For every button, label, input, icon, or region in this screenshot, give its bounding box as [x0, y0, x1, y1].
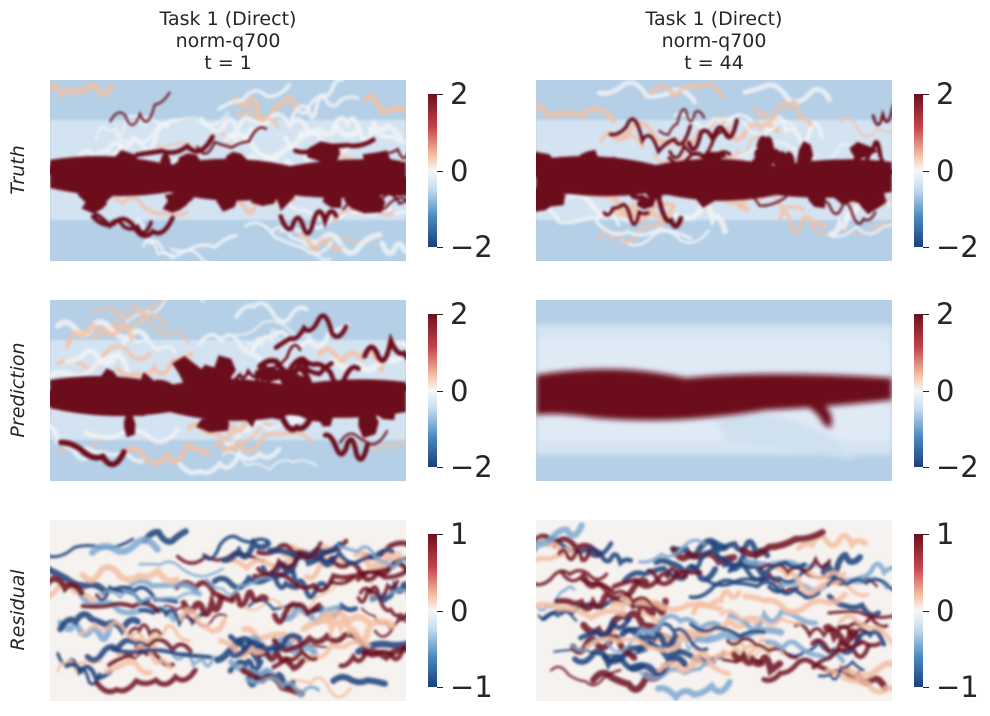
heatmap-truth-t1 — [50, 80, 406, 261]
heatmap-prediction-t1 — [50, 300, 406, 481]
colorbar — [428, 314, 437, 467]
colorbar-tick — [923, 314, 929, 315]
colorbar-tick-label: −1 — [936, 670, 979, 704]
title-line: norm-q700 — [661, 30, 767, 52]
colorbar-tick — [437, 314, 443, 315]
colorbar-tick-label: 2 — [450, 297, 469, 331]
colorbar-tick — [437, 534, 443, 535]
colorbar-tick — [923, 687, 929, 688]
colorbar-tick — [437, 610, 443, 612]
colorbar — [428, 534, 437, 687]
colorbar-tick — [437, 467, 443, 468]
colorbar-tick — [437, 170, 443, 172]
row-label-text: Prediction — [7, 342, 29, 438]
colorbar-tick-label: −1 — [450, 670, 493, 704]
colorbar — [914, 534, 923, 687]
heatmap-field — [50, 520, 406, 701]
colorbar-tick-label: −2 — [936, 230, 979, 264]
heatmap-field — [50, 300, 406, 481]
colorbar-tick — [923, 170, 929, 172]
colorbar-tick — [437, 94, 443, 95]
heatmap-prediction-t44 — [536, 300, 892, 481]
colorbar — [914, 94, 923, 247]
colorbar-tick-label: 1 — [936, 517, 955, 551]
title-line: t = 1 — [204, 52, 252, 74]
colorbar — [914, 314, 923, 467]
colorbar-tick-label: −2 — [936, 450, 979, 484]
colorbar-tick-label: 0 — [936, 593, 955, 628]
colorbar — [428, 94, 437, 247]
row-label-text: Residual — [7, 569, 29, 651]
colorbar-tick-label: −2 — [450, 450, 493, 484]
colorbar-tick — [923, 534, 929, 535]
column-title-1: Task 1 (Direct) norm-q700 t = 1 — [50, 8, 406, 74]
colorbar-tick-label: −2 — [450, 230, 493, 264]
title-line: Task 1 (Direct) — [645, 8, 783, 30]
colorbar-tick-label: 0 — [450, 593, 469, 628]
heatmap-truth-t44 — [536, 80, 892, 261]
colorbar-tick — [437, 687, 443, 688]
colorbar-tick-label: 0 — [936, 373, 955, 408]
colorbar-tick-label: 2 — [936, 77, 955, 111]
colorbar-tick-label: 0 — [450, 373, 469, 408]
colorbar-tick-label: 1 — [450, 517, 469, 551]
row-label-text: Truth — [7, 145, 29, 195]
title-line: Task 1 (Direct) — [159, 8, 297, 30]
colorbar-tick — [923, 467, 929, 468]
column-title-2: Task 1 (Direct) norm-q700 t = 44 — [536, 8, 892, 74]
colorbar-tick-label: 2 — [936, 297, 955, 331]
colorbar-tick — [437, 390, 443, 392]
heatmap-field — [50, 80, 406, 261]
title-line: norm-q700 — [175, 30, 281, 52]
colorbar-tick — [923, 247, 929, 248]
heatmap-residual-t1 — [50, 520, 406, 701]
heatmap-residual-t44 — [536, 520, 892, 701]
heatmap-field — [536, 80, 892, 261]
colorbar-tick-label: 0 — [450, 153, 469, 188]
colorbar-tick — [923, 94, 929, 95]
colorbar-tick — [437, 247, 443, 248]
colorbar-tick — [923, 610, 929, 612]
colorbar-tick-label: 0 — [936, 153, 955, 188]
colorbar-tick — [923, 390, 929, 392]
heatmap-field — [536, 300, 892, 481]
heatmap-field — [536, 520, 892, 701]
title-line: t = 44 — [684, 52, 744, 74]
colorbar-tick-label: 2 — [450, 77, 469, 111]
